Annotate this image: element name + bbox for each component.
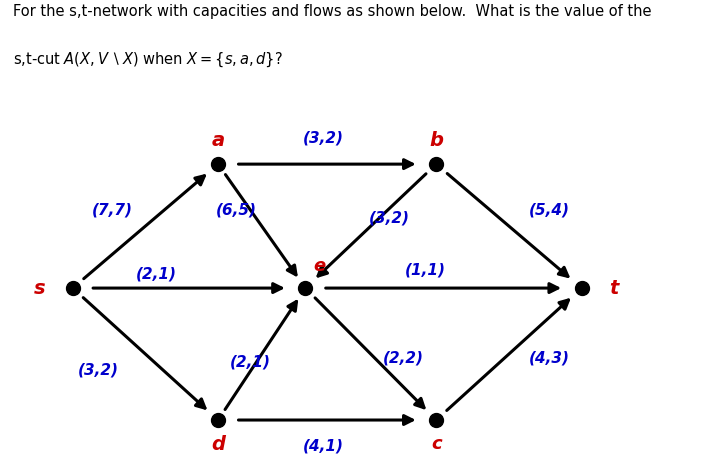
Text: (1,1): (1,1) — [405, 263, 446, 278]
Text: (3,2): (3,2) — [369, 210, 409, 226]
Text: (2,1): (2,1) — [136, 267, 177, 282]
Text: (3,2): (3,2) — [303, 130, 344, 146]
Text: (2,2): (2,2) — [383, 350, 424, 366]
Text: For the s,t-network with capacities and flows as shown below.  What is the value: For the s,t-network with capacities and … — [13, 4, 651, 19]
Text: (7,7): (7,7) — [92, 203, 133, 218]
Text: (5,4): (5,4) — [529, 203, 569, 218]
Text: (2,1): (2,1) — [230, 355, 271, 369]
Text: (4,3): (4,3) — [529, 350, 569, 366]
Text: (3,2): (3,2) — [78, 363, 119, 377]
Text: t: t — [610, 278, 619, 298]
Text: (6,5): (6,5) — [216, 203, 257, 218]
Text: d: d — [211, 435, 225, 454]
Text: b: b — [429, 130, 443, 149]
Text: (4,1): (4,1) — [303, 438, 344, 454]
Text: a: a — [212, 130, 225, 149]
Text: c: c — [431, 435, 441, 453]
Text: e: e — [314, 257, 326, 275]
Text: s: s — [34, 278, 46, 298]
Text: s,t-cut $A(X, V \setminus X)$ when $X = \{s, a, d\}$?: s,t-cut $A(X, V \setminus X)$ when $X = … — [13, 50, 283, 69]
